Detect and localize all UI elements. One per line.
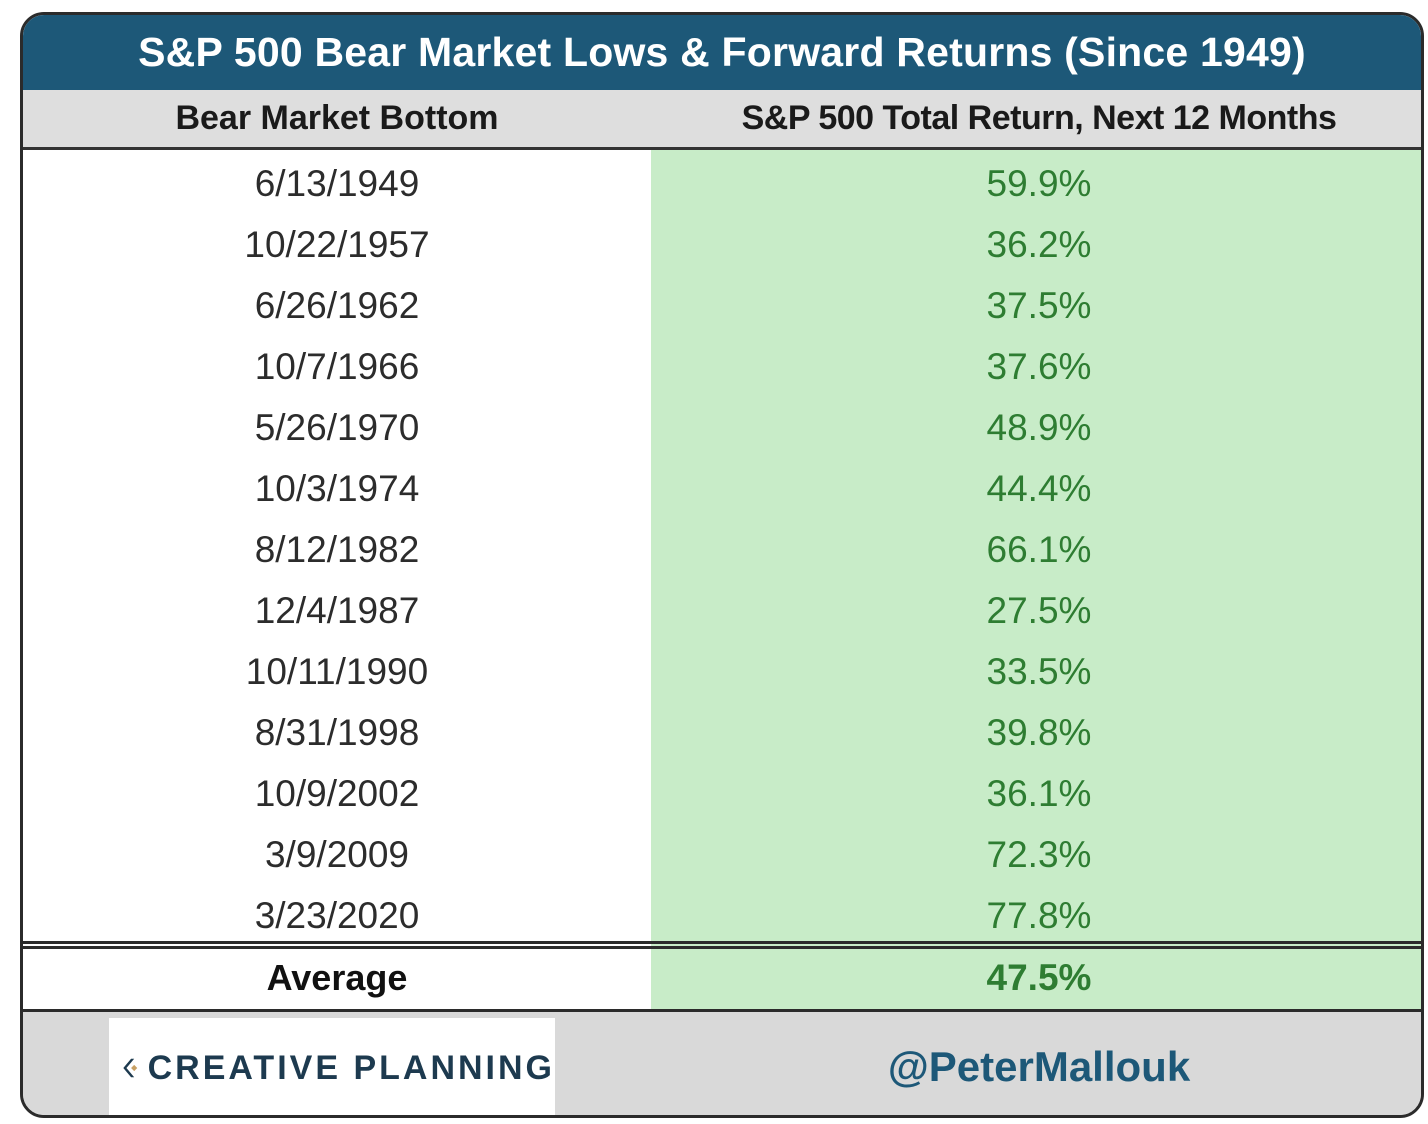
table-row: 3/9/2009 72.3%	[23, 824, 1421, 885]
bear-market-bottom-date: 12/4/1987	[254, 589, 420, 631]
table-row: 6/13/1949 59.9%	[23, 153, 1421, 214]
author-handle: @PeterMallouk	[887, 1042, 1191, 1090]
bear-market-bottom-date: 10/22/1957	[244, 223, 430, 265]
table-row: 10/22/1957 36.2%	[23, 214, 1421, 275]
average-label: Average	[266, 956, 408, 998]
forward-return-value: 37.5%	[986, 284, 1092, 326]
average-value: 47.5%	[986, 956, 1092, 998]
table-row: 10/3/1974 44.4%	[23, 458, 1421, 519]
forward-return-value: 33.5%	[986, 650, 1092, 692]
bear-market-bottom-date: 3/9/2009	[264, 833, 410, 875]
creative-planning-logo-icon	[123, 1058, 138, 1078]
table-row: 10/7/1966 37.6%	[23, 336, 1421, 397]
forward-return-value: 59.9%	[986, 162, 1092, 204]
forward-return-value: 77.8%	[986, 894, 1092, 936]
forward-return-value: 27.5%	[986, 589, 1092, 631]
column-header-return: S&P 500 Total Return, Next 12 Months	[741, 99, 1337, 137]
forward-return-value: 36.2%	[986, 223, 1092, 265]
creative-planning-logo: CREATIVE PLANNING	[109, 1018, 555, 1115]
bear-market-bottom-date: 5/26/1970	[254, 406, 420, 448]
forward-return-value: 48.9%	[986, 406, 1092, 448]
table-row: 6/26/1962 37.5%	[23, 275, 1421, 336]
forward-return-value: 44.4%	[986, 467, 1092, 509]
table-row: 3/23/2020 77.8%	[23, 885, 1421, 946]
bear-market-bottom-date: 10/11/1990	[245, 650, 429, 692]
bear-market-bottom-date: 10/3/1974	[254, 467, 420, 509]
bear-market-bottom-date: 10/9/2002	[254, 772, 420, 814]
table-row: 8/31/1998 39.8%	[23, 702, 1421, 763]
bear-market-bottom-date: 6/13/1949	[254, 162, 420, 204]
forward-return-value: 66.1%	[986, 528, 1092, 570]
table-row: 10/11/1990 33.5%	[23, 641, 1421, 702]
table-row: 12/4/1987 27.5%	[23, 580, 1421, 641]
bear-market-bottom-date: 8/31/1998	[254, 711, 420, 753]
forward-return-value: 37.6%	[986, 345, 1092, 387]
table-row: 8/12/1982 66.1%	[23, 519, 1421, 580]
table-title: S&P 500 Bear Market Lows & Forward Retur…	[23, 15, 1421, 90]
forward-return-value: 36.1%	[986, 772, 1092, 814]
average-row: Average 47.5%	[23, 949, 1421, 1006]
forward-return-value: 72.3%	[986, 833, 1092, 875]
returns-table-card: S&P 500 Bear Market Lows & Forward Retur…	[20, 12, 1424, 1118]
footer: CREATIVE PLANNING @PeterMallouk	[23, 1009, 1421, 1115]
table-row: 10/9/2002 36.1%	[23, 763, 1421, 824]
forward-return-value: 39.8%	[986, 711, 1092, 753]
divider-rule	[23, 941, 1421, 944]
column-header-row: Bear Market Bottom S&P 500 Total Return,…	[23, 90, 1421, 150]
table-row: 5/26/1970 48.9%	[23, 397, 1421, 458]
table-body: 6/13/1949 59.9% 10/22/1957 36.2% 6/26/1962 37…	[23, 153, 1421, 946]
column-header-date: Bear Market Bottom	[175, 99, 499, 137]
bear-market-bottom-date: 10/7/1966	[254, 345, 420, 387]
bear-market-bottom-date: 3/23/2020	[254, 894, 420, 936]
bear-market-bottom-date: 6/26/1962	[254, 284, 420, 326]
logo-wordmark: CREATIVE PLANNING	[147, 1048, 555, 1087]
divider-rule	[23, 946, 1421, 949]
return-column-highlight	[651, 150, 1421, 1009]
bear-market-bottom-date: 8/12/1982	[254, 528, 420, 570]
